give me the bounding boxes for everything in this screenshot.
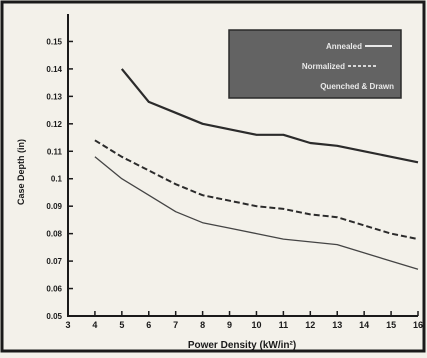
y-tick-label: 0.11 xyxy=(47,147,63,156)
x-tick-label: 6 xyxy=(146,320,151,330)
x-tick-label: 4 xyxy=(92,320,97,330)
y-tick-label: 0.12 xyxy=(46,120,62,129)
y-tick-label: 0.13 xyxy=(46,92,62,101)
legend-entry-label: Quenched & Drawn xyxy=(320,82,394,91)
y-tick-label: 0.15 xyxy=(46,37,62,46)
x-tick-label: 10 xyxy=(251,320,261,330)
series-line-1 xyxy=(120,68,419,164)
x-tick-label: 14 xyxy=(359,320,369,330)
x-tick-label: 7 xyxy=(173,320,178,330)
x-tick-label: 3 xyxy=(65,320,70,330)
x-tick-label: 16 xyxy=(413,320,423,330)
y-tick-label: 0.07 xyxy=(46,257,62,266)
x-axis-label: Power Density (kW/in²) xyxy=(188,340,296,351)
x-tick-label: 11 xyxy=(279,320,289,330)
series-line-2 xyxy=(94,139,419,241)
x-tick-label: 12 xyxy=(305,320,315,330)
y-tick-label: 0.1 xyxy=(51,175,63,184)
legend-entry-label: Annealed xyxy=(326,42,362,51)
series-line-3 xyxy=(94,156,419,270)
y-axis-label: Case Depth (in) xyxy=(16,139,26,205)
x-tick-label: 8 xyxy=(200,320,205,330)
legend-entry-label: Normalized xyxy=(302,62,345,71)
y-tick-label: 0.05 xyxy=(46,312,62,321)
y-tick-label: 0.09 xyxy=(46,202,62,211)
legend-box xyxy=(228,29,402,99)
x-tick-label: 9 xyxy=(227,320,232,330)
y-tick-label: 0.06 xyxy=(46,285,62,294)
y-tick-label: 0.14 xyxy=(46,65,62,74)
x-tick-label: 5 xyxy=(119,320,124,330)
x-tick-label: 13 xyxy=(332,320,342,330)
y-tick-label: 0.08 xyxy=(46,230,62,239)
x-tick-label: 15 xyxy=(386,320,396,330)
